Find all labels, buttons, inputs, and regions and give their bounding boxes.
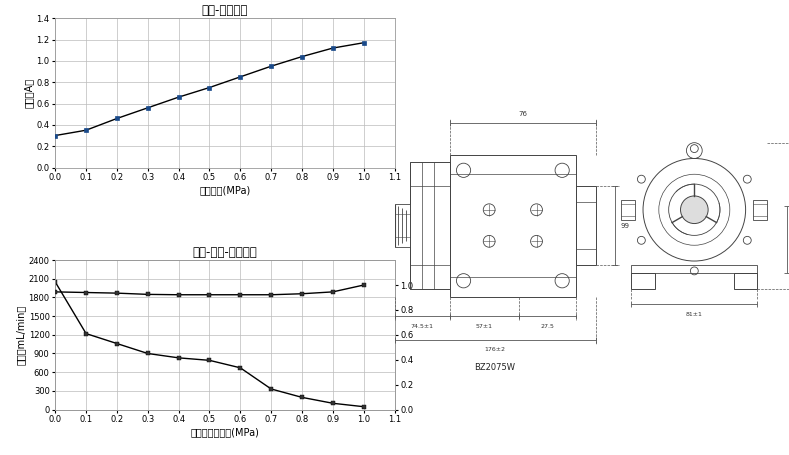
- Text: 99: 99: [621, 222, 630, 228]
- Y-axis label: 流量（mL/min）: 流量（mL/min）: [16, 305, 26, 365]
- X-axis label: 出口压力(MPa): 出口压力(MPa): [200, 185, 250, 195]
- Bar: [631, 265, 757, 273]
- X-axis label: 出口与进水压力(MPa): 出口与进水压力(MPa): [190, 427, 260, 437]
- Bar: [410, 162, 450, 288]
- Bar: [734, 273, 757, 288]
- Circle shape: [680, 196, 709, 223]
- Text: 27.5: 27.5: [540, 324, 555, 329]
- Bar: [450, 155, 576, 297]
- Y-axis label: 电流（A）: 电流（A）: [24, 78, 34, 108]
- Text: 81±1: 81±1: [686, 312, 703, 317]
- Text: 176±2: 176±2: [484, 347, 506, 352]
- Text: 74.5±1: 74.5±1: [410, 324, 434, 329]
- Title: 压力-电流特性: 压力-电流特性: [202, 4, 248, 17]
- Text: 76: 76: [518, 111, 527, 117]
- Bar: [621, 200, 635, 220]
- Text: BZ2075W: BZ2075W: [475, 363, 515, 372]
- Title: 压力-流量-稳压特性: 压力-流量-稳压特性: [193, 246, 257, 259]
- Bar: [631, 273, 655, 288]
- Bar: [753, 200, 767, 220]
- Bar: [576, 186, 596, 265]
- Text: 57±1: 57±1: [476, 324, 493, 329]
